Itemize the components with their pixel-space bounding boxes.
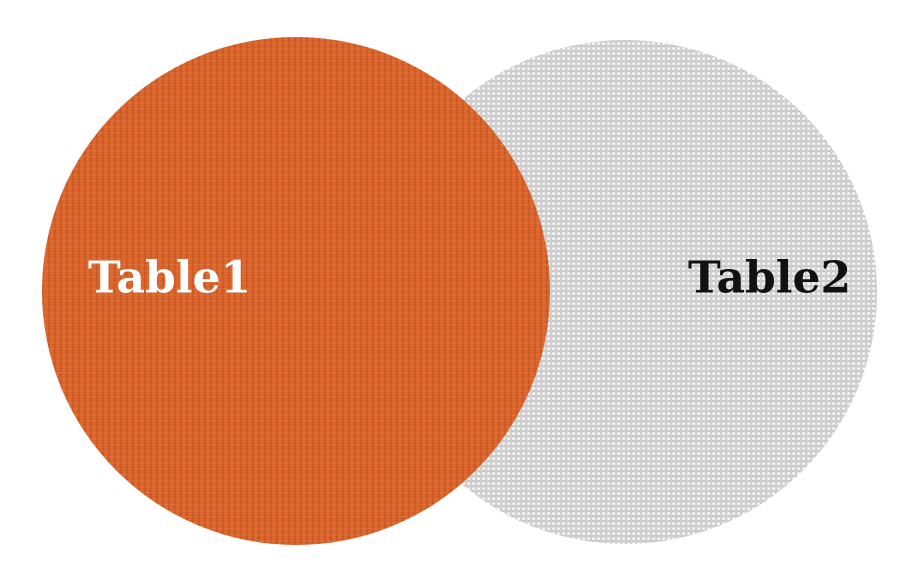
set-table1 [42, 37, 550, 545]
set-table1-circle [42, 37, 550, 545]
set-table1-label: Table1 [88, 253, 251, 304]
set-table2-label: Table2 [688, 253, 851, 304]
